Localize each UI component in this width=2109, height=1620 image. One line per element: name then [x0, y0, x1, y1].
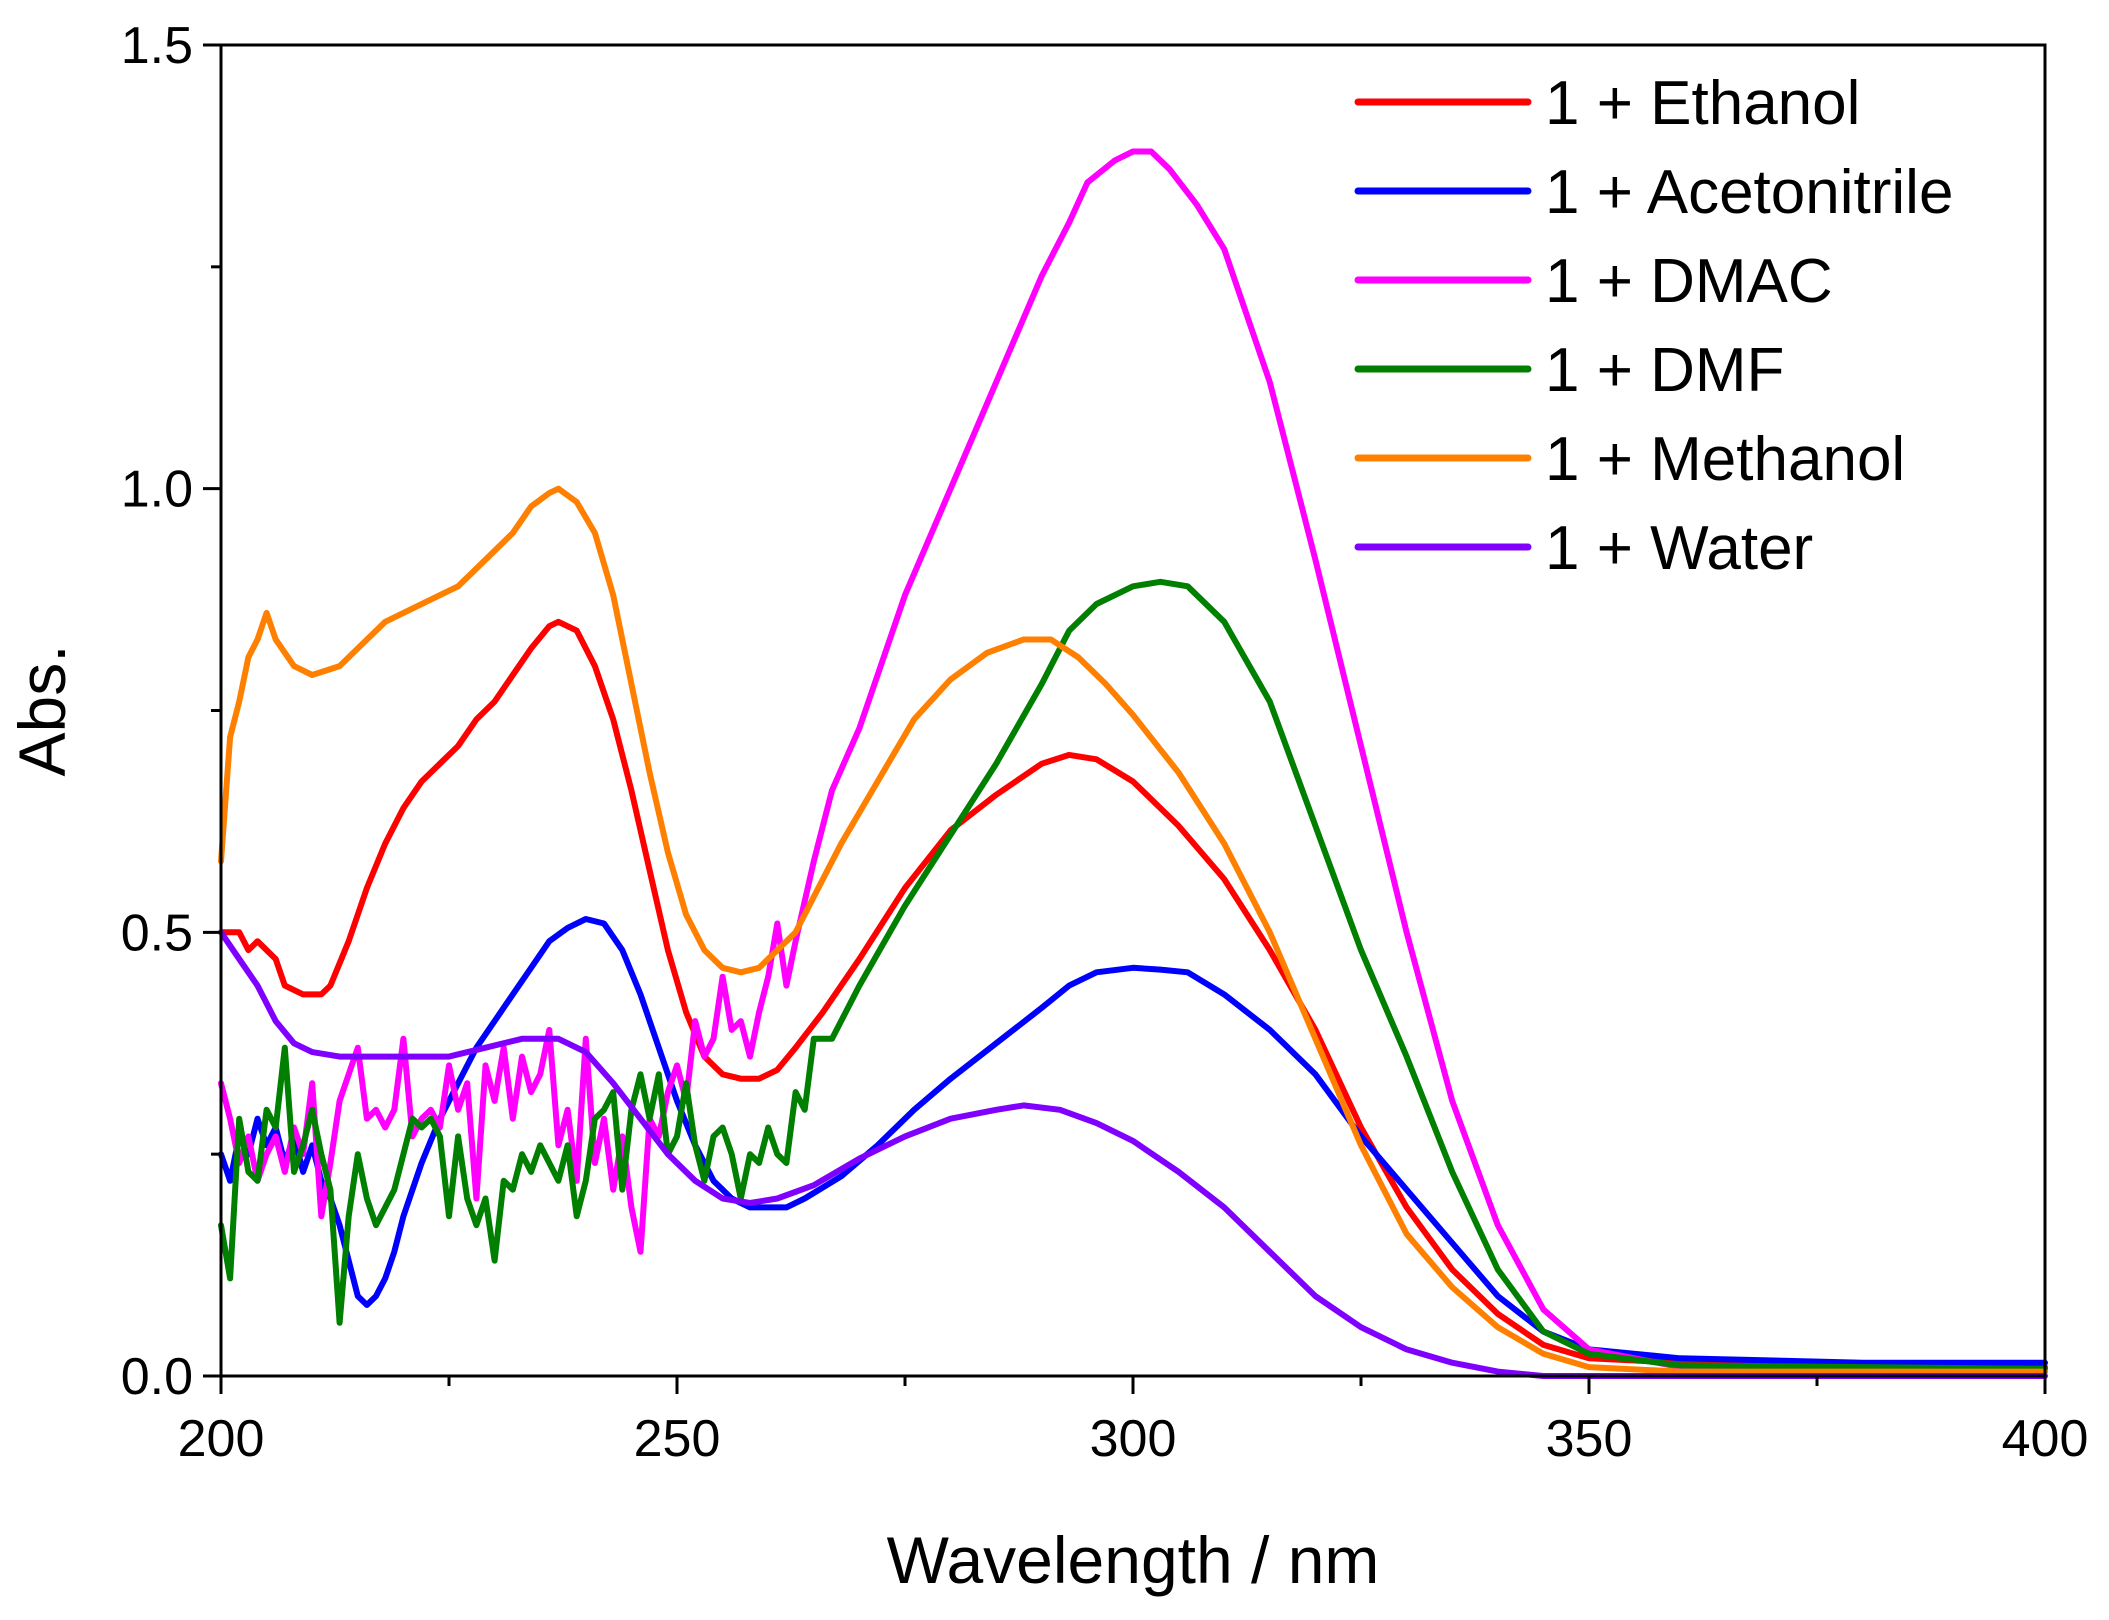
series-line-3	[218, 578, 2048, 1372]
legend-label-3: 1 + DMF	[1545, 336, 1784, 405]
y-tick-label: 0.0	[121, 1348, 193, 1406]
ticks-layer: 200 250 300 350 400 0.0 0.5 1.0 1.5	[121, 17, 2089, 1468]
legend: 1 + Ethanol 1 + Acetonitrile 1 + DMAC 1 + D…	[1354, 69, 1953, 583]
legend-label-5: 1 + Water	[1545, 514, 1813, 583]
legend-label-4: 1 + Methanol	[1545, 425, 1905, 494]
y-axis-title: Abs.	[5, 644, 79, 776]
series-line-5	[218, 929, 2048, 1379]
x-tick-label: 200	[178, 1410, 265, 1468]
legend-label-0: 1 + Ethanol	[1545, 69, 1860, 138]
x-tick-label: 250	[634, 1410, 721, 1468]
legend-label-1: 1 + Acetonitrile	[1545, 158, 1953, 227]
x-tick-label: 350	[1546, 1410, 1633, 1468]
legend-label-2: 1 + DMAC	[1545, 247, 1833, 316]
x-tick-label: 400	[2002, 1410, 2089, 1468]
series-layer	[218, 148, 2048, 1379]
x-axis-title: Wavelength / nm	[887, 1523, 1380, 1597]
y-tick-label: 1.0	[121, 461, 193, 519]
y-tick-label: 1.5	[121, 17, 193, 75]
y-tick-label: 0.5	[121, 904, 193, 962]
x-tick-label: 300	[1090, 1410, 1177, 1468]
series-line-4	[218, 485, 2048, 1375]
